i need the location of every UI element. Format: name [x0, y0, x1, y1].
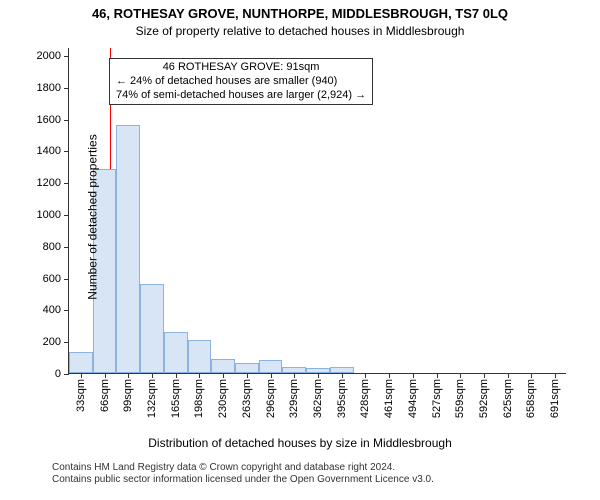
x-tick-label: 99sqm — [122, 379, 134, 412]
y-tick-label: 1600 — [37, 114, 61, 126]
x-tick-label: 263sqm — [241, 379, 253, 418]
x-tick — [176, 373, 177, 378]
x-tick — [128, 373, 129, 378]
x-tick-label: 625sqm — [502, 379, 514, 418]
x-tick — [247, 373, 248, 378]
attribution-line-2: Contains public sector information licen… — [52, 474, 434, 486]
x-tick-label: 362sqm — [312, 379, 324, 418]
x-tick-label: 395sqm — [336, 379, 348, 418]
x-tick-label: 329sqm — [288, 379, 300, 418]
figure-container: { "title": { "text": "46, ROTHESAY GROVE… — [0, 0, 600, 500]
x-tick — [437, 373, 438, 378]
property-info-box: 46 ROTHESAY GROVE: 91sqm ← 24% of detach… — [109, 58, 373, 105]
y-tick-label: 400 — [43, 304, 61, 316]
x-tick — [342, 373, 343, 378]
y-tick — [64, 279, 69, 280]
histogram-bar — [116, 125, 140, 373]
y-axis-title: Number of detached properties — [86, 134, 100, 299]
x-tick-label: 691sqm — [549, 379, 561, 418]
x-tick — [484, 373, 485, 378]
y-tick-label: 1000 — [37, 209, 61, 221]
x-tick — [460, 373, 461, 378]
y-tick — [64, 183, 69, 184]
infobox-line-3: 74% of semi-detached houses are larger (… — [116, 89, 366, 103]
x-tick — [81, 373, 82, 378]
x-axis-title: Distribution of detached houses by size … — [0, 436, 600, 450]
x-tick-label: 33sqm — [75, 379, 87, 412]
y-tick-label: 1200 — [37, 177, 61, 189]
chart-subtitle: Size of property relative to detached ho… — [0, 24, 600, 38]
y-tick-label: 1800 — [37, 82, 61, 94]
y-tick — [64, 342, 69, 343]
histogram-bar — [188, 340, 212, 373]
x-tick — [105, 373, 106, 378]
infobox-line-1: 46 ROTHESAY GROVE: 91sqm — [116, 61, 366, 75]
x-tick-label: 559sqm — [454, 379, 466, 418]
x-tick-label: 428sqm — [359, 379, 371, 418]
x-tick-label: 230sqm — [217, 379, 229, 418]
x-tick-label: 461sqm — [383, 379, 395, 418]
x-tick-label: 592sqm — [478, 379, 490, 418]
x-tick — [318, 373, 319, 378]
x-tick — [294, 373, 295, 378]
x-tick-label: 494sqm — [407, 379, 419, 418]
x-tick — [223, 373, 224, 378]
x-tick-label: 527sqm — [431, 379, 443, 418]
y-tick — [64, 120, 69, 121]
x-tick — [413, 373, 414, 378]
x-tick-label: 165sqm — [170, 379, 182, 418]
y-tick — [64, 88, 69, 89]
x-tick — [555, 373, 556, 378]
attribution-text: Contains HM Land Registry data © Crown c… — [52, 462, 434, 486]
y-tick-label: 0 — [55, 368, 61, 380]
x-tick-label: 296sqm — [265, 379, 277, 418]
y-tick-label: 1400 — [37, 145, 61, 157]
x-tick-label: 132sqm — [146, 379, 158, 418]
plot-area: 46 ROTHESAY GROVE: 91sqm ← 24% of detach… — [68, 48, 566, 374]
chart-title: 46, ROTHESAY GROVE, NUNTHORPE, MIDDLESBR… — [0, 6, 600, 21]
y-tick-label: 800 — [43, 241, 61, 253]
y-tick — [64, 247, 69, 248]
histogram-bar — [164, 332, 188, 373]
x-tick — [199, 373, 200, 378]
y-tick — [64, 56, 69, 57]
attribution-line-1: Contains HM Land Registry data © Crown c… — [52, 462, 434, 474]
histogram-bar — [259, 360, 283, 373]
x-tick — [365, 373, 366, 378]
y-tick — [64, 151, 69, 152]
x-tick — [389, 373, 390, 378]
x-tick — [531, 373, 532, 378]
histogram-bar — [211, 359, 235, 373]
histogram-bar — [140, 284, 164, 373]
histogram-bar — [69, 352, 93, 373]
y-tick-label: 2000 — [37, 50, 61, 62]
x-tick-label: 658sqm — [525, 379, 537, 418]
y-tick-label: 600 — [43, 273, 61, 285]
y-tick-label: 200 — [43, 336, 61, 348]
y-tick — [64, 374, 69, 375]
x-tick — [508, 373, 509, 378]
histogram-bar — [235, 363, 259, 373]
y-tick — [64, 310, 69, 311]
y-tick — [64, 215, 69, 216]
x-tick — [152, 373, 153, 378]
x-tick-label: 66sqm — [99, 379, 111, 412]
infobox-line-2: ← 24% of detached houses are smaller (94… — [116, 75, 366, 89]
x-tick-label: 198sqm — [193, 379, 205, 418]
x-tick — [271, 373, 272, 378]
